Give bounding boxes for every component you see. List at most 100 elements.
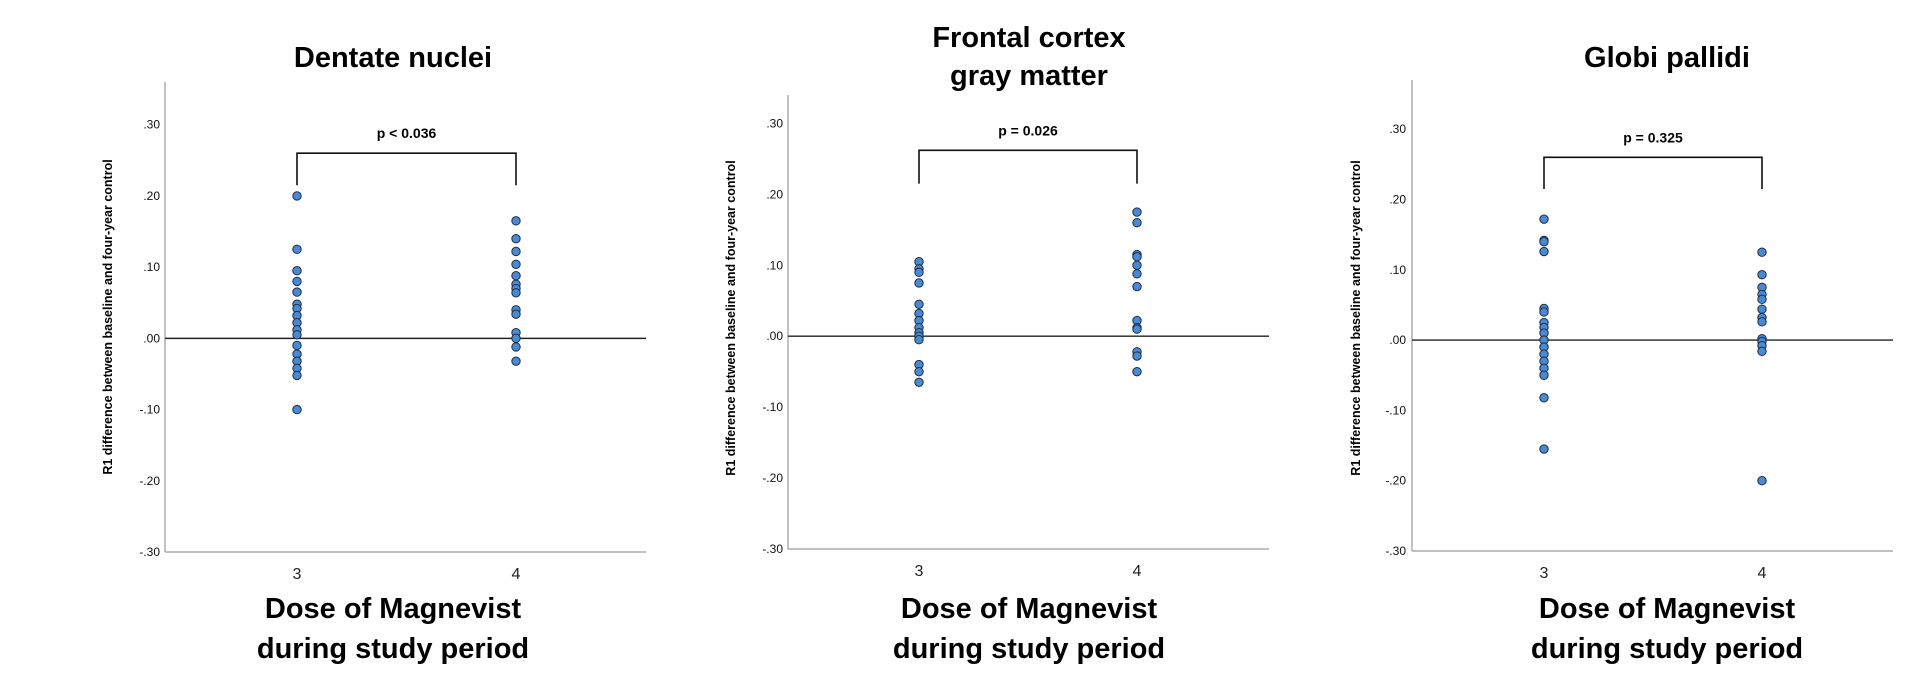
significance-bracket: p = 0.026	[918, 122, 1138, 184]
data-point	[1757, 294, 1767, 305]
data-point	[1132, 324, 1142, 334]
y-tick-label: .10	[1389, 263, 1406, 277]
axes	[1411, 80, 1893, 552]
data-point	[1539, 236, 1549, 247]
data-point	[1132, 366, 1142, 377]
data-point	[914, 377, 924, 387]
data-point	[1132, 269, 1142, 279]
data-point	[511, 333, 521, 344]
y-tick-label: .20	[1389, 193, 1406, 207]
p-value-label: p = 0.325	[1623, 129, 1683, 145]
data-point	[914, 335, 924, 345]
data-point	[1539, 444, 1549, 454]
data-point	[292, 266, 302, 276]
data-point	[1757, 247, 1767, 257]
data-point	[292, 191, 302, 201]
data-point	[914, 366, 924, 377]
data-point	[1757, 304, 1767, 314]
y-axis-ticks: .30 .20 .10 .00 -.10 -.20 -.30	[139, 118, 160, 559]
data-point	[292, 244, 302, 255]
x-category-label: 4	[512, 566, 521, 583]
data-point	[914, 299, 924, 309]
y-tick-label: -.30	[1385, 544, 1406, 558]
data-point	[511, 309, 521, 319]
y-axis-title: R1 difference between baseline and four-…	[724, 160, 738, 475]
x-category-label: 3	[915, 563, 924, 580]
title-line: Dentate nuclei	[294, 42, 492, 74]
x-category-label: 3	[293, 566, 302, 583]
y-tick-label: .30	[1389, 122, 1406, 136]
data-point	[1132, 260, 1142, 270]
y-tick-label: .20	[143, 189, 160, 203]
y-axis-ticks: .30 .20 .10 .00 -.10 -.20 -.30	[762, 116, 783, 556]
significance-bracket: p < 0.036	[296, 125, 517, 186]
data-point	[1132, 207, 1142, 217]
data-point	[1539, 246, 1549, 257]
y-tick-label: .00	[766, 329, 783, 343]
bracket-line	[296, 152, 517, 186]
title-line: Globi pallidi	[1584, 42, 1750, 74]
panel-title: Frontal cortex gray matter	[932, 22, 1125, 92]
data-point	[511, 259, 521, 270]
y-tick-label: -.30	[139, 545, 160, 559]
y-tick-label: .10	[143, 260, 160, 274]
y-axis-title: R1 difference between baseline and four-…	[101, 159, 115, 474]
x-axis-label: Dose of Magnevist during study period	[893, 593, 1165, 665]
data-point	[1539, 370, 1549, 380]
panel-title: Dentate nuclei	[294, 42, 492, 74]
data-point	[511, 216, 521, 226]
y-tick-label: .00	[143, 331, 160, 345]
title-line: gray matter	[950, 60, 1108, 92]
y-axis-ticks: .30 .20 .10 .00 -.10 -.20 -.30	[1385, 122, 1406, 558]
bracket-line	[918, 149, 1138, 184]
data-point	[292, 340, 302, 351]
data-point	[1539, 307, 1549, 317]
y-axis-label: R1 difference between baseline and four-…	[724, 160, 738, 475]
x-category-label: 4	[1758, 565, 1767, 582]
data-point	[511, 246, 521, 257]
y-tick-label: .30	[143, 118, 160, 132]
data-point	[1132, 351, 1142, 361]
data-point	[1757, 346, 1767, 357]
data-point	[511, 270, 521, 281]
x-axis-label: Dose of Magnevist during study period	[257, 593, 529, 665]
data-points	[914, 207, 1142, 387]
data-point	[1132, 217, 1142, 228]
y-tick-label: -.10	[762, 400, 783, 414]
y-tick-label: -.20	[1385, 474, 1406, 488]
title-line: Frontal cortex	[932, 22, 1125, 54]
data-point	[1539, 214, 1549, 224]
data-point	[1539, 393, 1549, 403]
x-category-label: 4	[1133, 563, 1142, 580]
panel-title: Globi pallidi	[1584, 42, 1750, 74]
y-tick-label: -.10	[1385, 403, 1406, 417]
panel-globi-pallidi: Globi pallidi R1 difference between base…	[1349, 42, 1893, 665]
x-category-label: 3	[1540, 565, 1549, 582]
data-point	[292, 287, 302, 297]
data-point	[1757, 317, 1767, 327]
x-axis-title-line: Dose of Magnevist	[265, 593, 522, 625]
data-point	[1132, 252, 1142, 262]
y-tick-label: .00	[1389, 333, 1406, 347]
x-axis-title-line: Dose of Magnevist	[901, 593, 1158, 625]
axes	[787, 95, 1269, 550]
data-point	[914, 267, 924, 278]
axes	[164, 82, 646, 553]
data-point	[511, 356, 521, 366]
data-point	[292, 370, 302, 381]
significance-bracket: p = 0.325	[1543, 129, 1763, 189]
data-point	[511, 342, 521, 352]
x-axis-label: Dose of Magnevist during study period	[1531, 593, 1803, 665]
data-points	[1539, 214, 1767, 486]
data-points	[292, 191, 521, 415]
p-value-label: p = 0.026	[998, 122, 1058, 138]
data-point	[1132, 281, 1142, 292]
x-axis-title-line: during study period	[893, 633, 1165, 665]
panel-dentate-nuclei: Dentate nuclei R1 difference between bas…	[101, 42, 646, 665]
bracket-line	[1543, 156, 1763, 189]
y-tick-label: .10	[766, 258, 783, 272]
